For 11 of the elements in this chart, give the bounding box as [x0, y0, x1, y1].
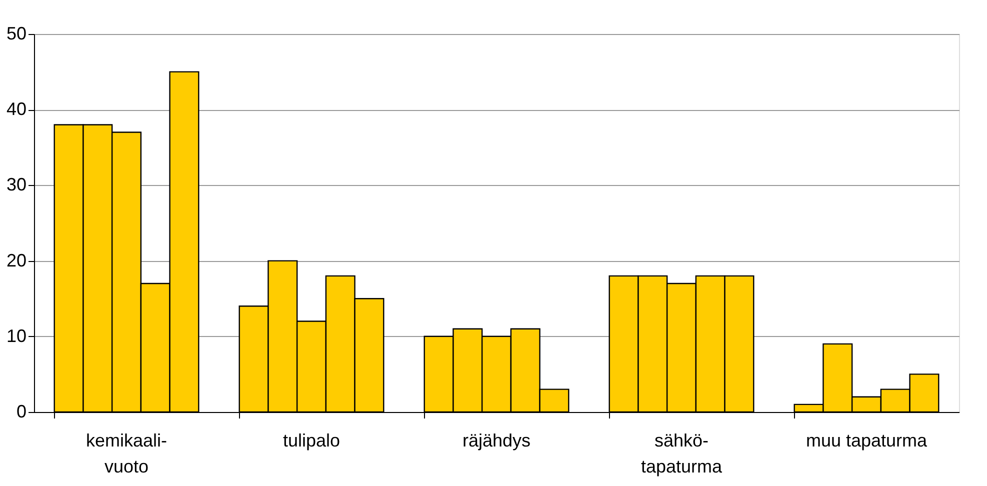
y-tick-label: 50: [6, 24, 26, 44]
y-tick-label: 40: [6, 99, 26, 120]
y-tick-label: 20: [6, 250, 26, 270]
y-tick-label: 0: [16, 402, 26, 422]
x-tick-label: tulipalo: [282, 430, 340, 450]
y-tick-label: 10: [6, 326, 26, 346]
x-tick-label: kemikaali- vuoto: [86, 430, 168, 476]
x-tick-label: sähkö- tapaturma: [640, 430, 724, 476]
y-tick-label: 30: [6, 174, 26, 195]
x-tick-label: räjähdys: [462, 430, 531, 450]
x-tick-label: muu tapaturma: [806, 430, 928, 450]
